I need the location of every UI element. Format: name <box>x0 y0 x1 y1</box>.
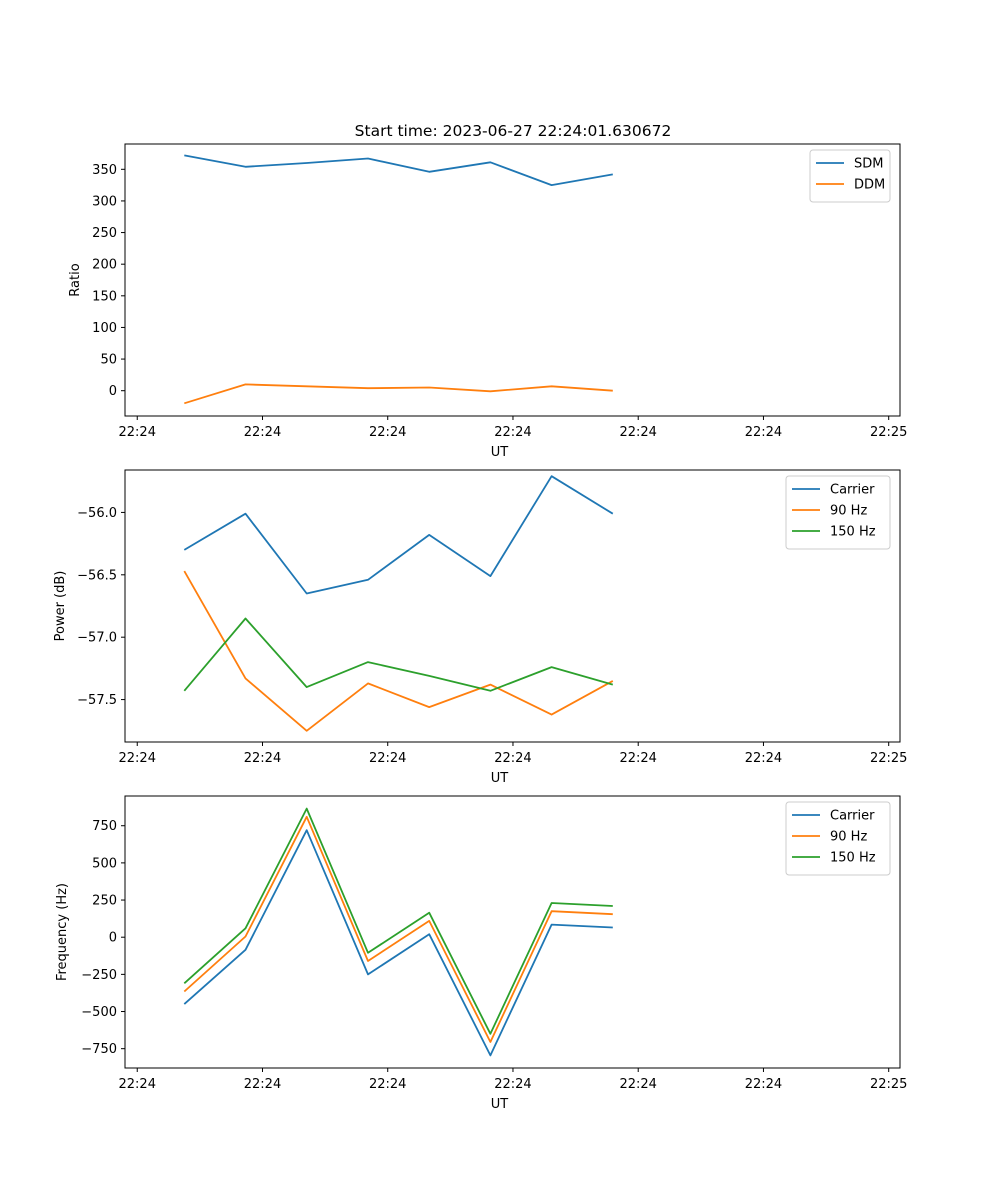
x-tick-label: 22:24 <box>494 1077 531 1092</box>
x-tick-label: 22:24 <box>119 1077 156 1092</box>
x-tick-label: 22:24 <box>244 425 281 440</box>
x-tick-label: 22:24 <box>244 1077 281 1092</box>
x-tick-label: 22:25 <box>870 751 907 766</box>
x-tick-label: 22:24 <box>119 751 156 766</box>
y-tick-label: −57.5 <box>77 693 117 708</box>
y-tick-label: 250 <box>92 226 117 241</box>
y-axis-label: Frequency (Hz) <box>55 883 70 981</box>
series-line-carrier <box>183 475 614 595</box>
chart-panel-1: 22:24 22:24 22:24 22:24 22:24 22:24 22:25 0 50 10… <box>68 143 907 460</box>
series-line-ddm <box>184 383 613 405</box>
legend-label: DDM <box>854 178 885 193</box>
y-tick-label: −250 <box>81 968 117 983</box>
x-axis-label: UT <box>491 445 509 460</box>
y-tick-label: −500 <box>81 1005 117 1020</box>
y-tick-label: 50 <box>100 353 117 368</box>
x-axis-label: UT <box>491 1097 509 1112</box>
x-tick-label: 22:24 <box>745 1077 782 1092</box>
series-line-150-hz <box>183 617 614 692</box>
y-tick-label: 0 <box>109 931 117 946</box>
y-axis-label: Power (dB) <box>53 571 68 642</box>
series-line-carrier <box>183 829 613 1057</box>
x-tick-label: 22:24 <box>244 751 281 766</box>
y-tick-label: −57.0 <box>77 631 117 646</box>
x-tick-label: 22:24 <box>369 751 406 766</box>
legend-label: 90 Hz <box>830 830 867 845</box>
legend-label: SDM <box>854 157 883 172</box>
legend-label: 150 Hz <box>830 851 876 866</box>
series-line-150-hz <box>183 807 613 1035</box>
y-tick-label: 300 <box>92 194 117 209</box>
y-tick-label: −56.0 <box>77 506 117 521</box>
y-axis-label: Ratio <box>68 263 83 296</box>
y-tick-label: 250 <box>92 894 117 909</box>
y-tick-label: 150 <box>92 289 117 304</box>
legend: Carrier 90 Hz 150 Hz <box>785 475 891 550</box>
legend-label: 150 Hz <box>830 525 876 540</box>
x-tick-label: 22:24 <box>494 751 531 766</box>
x-tick-label: 22:24 <box>745 751 782 766</box>
chart-panel-2: 22:24 22:24 22:24 22:24 22:24 22:24 22:25 −57.5… <box>53 469 907 786</box>
y-tick-label: 350 <box>92 163 117 178</box>
x-axis-label: UT <box>491 771 509 786</box>
y-tick-label: −750 <box>81 1042 117 1057</box>
x-tick-label: 22:24 <box>494 425 531 440</box>
y-tick-label: 0 <box>109 384 117 399</box>
legend: SDM DDM <box>809 149 891 203</box>
x-tick-label: 22:24 <box>369 425 406 440</box>
charts: 22:24 22:24 22:24 22:24 22:24 22:24 22:25 0 50 10… <box>53 143 907 1112</box>
x-tick-label: 22:24 <box>619 1077 656 1092</box>
series-line-sdm <box>184 154 613 187</box>
legend-label: 90 Hz <box>830 504 867 519</box>
x-tick-label: 22:25 <box>870 425 907 440</box>
y-tick-label: 100 <box>92 321 117 336</box>
series-line-90-hz <box>183 570 614 732</box>
y-tick-label: 500 <box>92 856 117 871</box>
x-tick-label: 22:24 <box>619 751 656 766</box>
figure-title: Start time: 2023-06-27 22:24:01.630672 <box>355 122 672 140</box>
y-tick-label: −56.5 <box>77 568 117 583</box>
x-tick-label: 22:24 <box>369 1077 406 1092</box>
y-tick-label: 750 <box>92 819 117 834</box>
y-tick-label: 200 <box>92 258 117 273</box>
legend: Carrier 90 Hz 150 Hz <box>785 801 891 876</box>
legend-label: Carrier <box>830 809 875 824</box>
x-tick-label: 22:24 <box>119 425 156 440</box>
series-line-90-hz <box>183 815 613 1043</box>
x-tick-label: 22:24 <box>619 425 656 440</box>
legend-label: Carrier <box>830 483 875 498</box>
x-tick-label: 22:25 <box>870 1077 907 1092</box>
x-tick-label: 22:24 <box>745 425 782 440</box>
chart-panel-3: 22:24 22:24 22:24 22:24 22:24 22:24 22:25 −750 −… <box>55 795 907 1112</box>
